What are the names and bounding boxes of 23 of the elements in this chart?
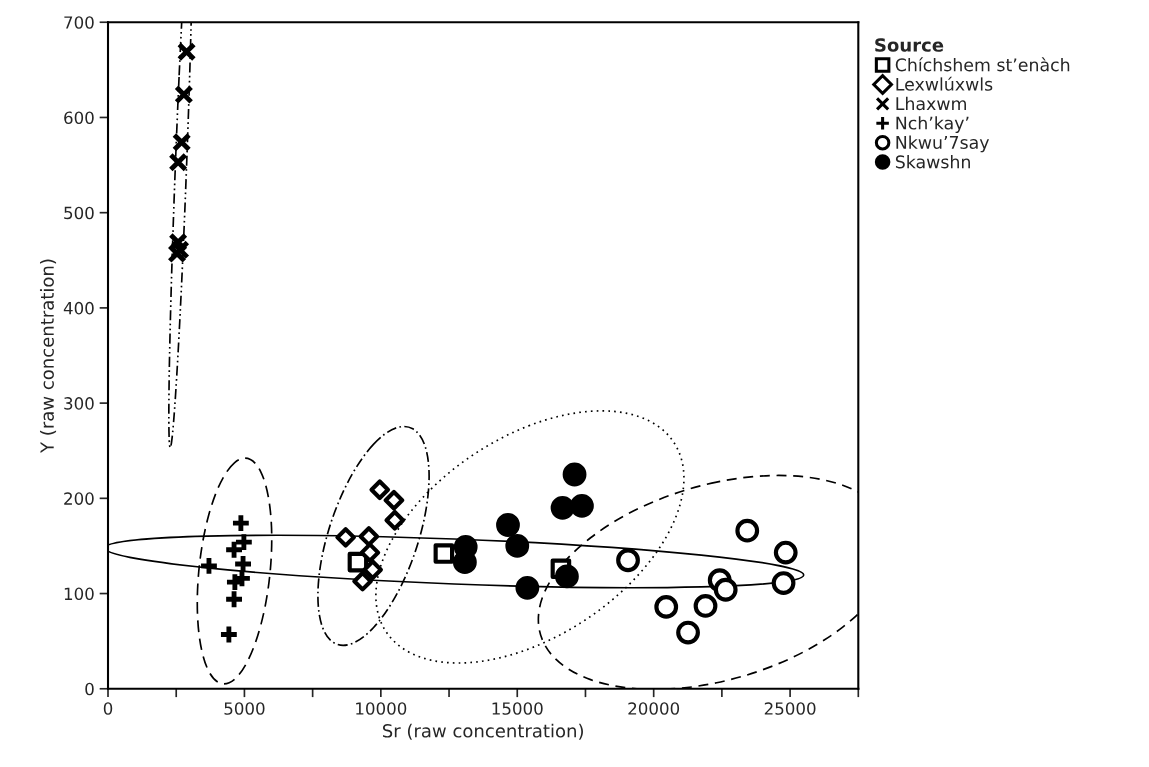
x-tick-label: 5000 [224,702,265,715]
y-tick-label: 500 [64,206,94,220]
y-tick-label: 100 [64,587,94,601]
x-tick-label: 0 [103,702,113,715]
legend-title: Source [875,38,944,52]
legend-label: Skawshn [895,154,970,169]
legend-label: Lexwlúxwls [896,76,993,91]
legend-label: Lhaxwm [896,96,966,111]
y-tick-label: 700 [64,16,94,29]
x-tick-label: 20000 [628,702,680,715]
legend-label: Chíchshem st’enàch [895,57,1070,72]
x-tick-label: 25000 [764,702,816,715]
y-tick-label: 600 [64,111,94,125]
x-tick-label: 10000 [356,702,407,715]
y-tick-label: 300 [64,397,94,410]
x-axis-title: Sr (raw concentration) [382,723,583,740]
y-tick-label: 400 [63,301,94,315]
legend-label: Nkwu’7say [896,135,990,153]
y-tick-label: 200 [64,492,94,505]
x-tick-label: 15000 [492,702,543,715]
y-axis-title: Y (raw concentration) [39,259,57,453]
y-tick-label: 0 [85,682,94,696]
legend-label: Nch’kay’ [896,116,969,133]
